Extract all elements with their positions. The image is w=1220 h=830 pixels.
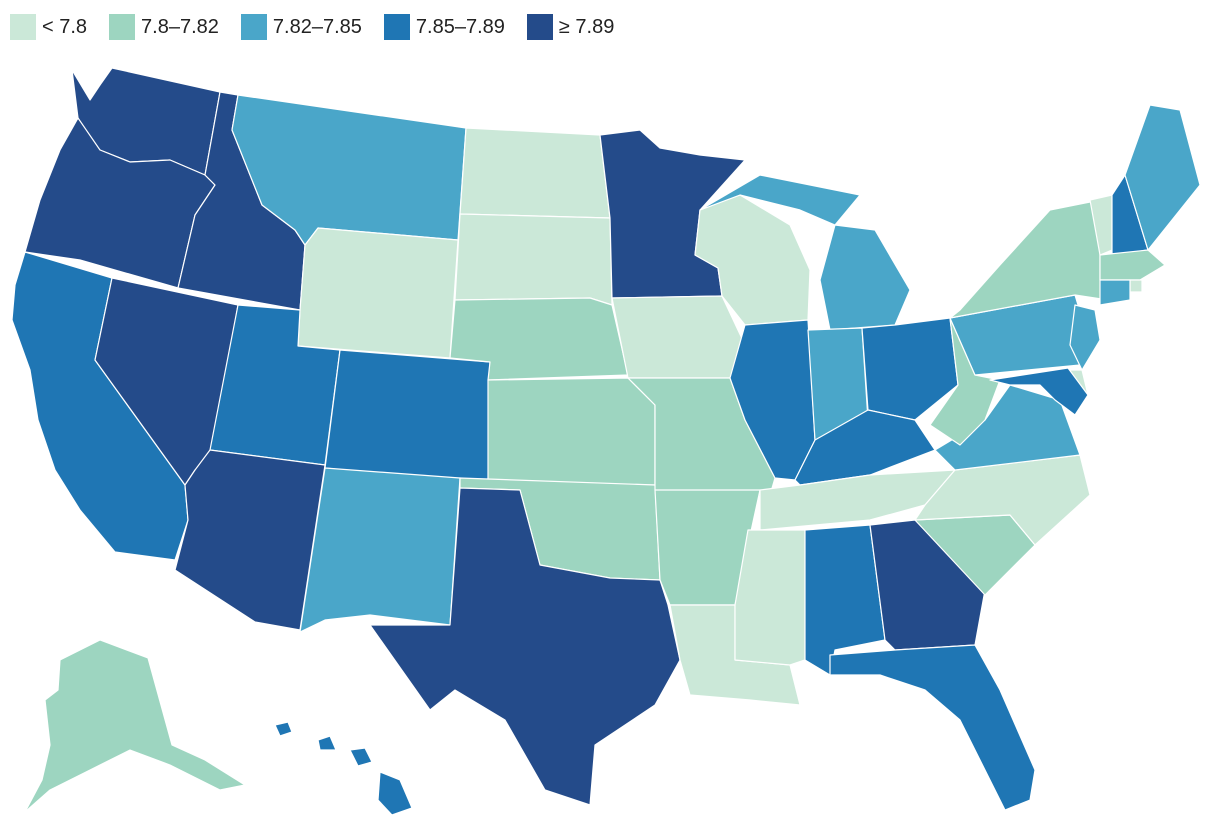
legend-swatch <box>240 14 267 40</box>
legend-swatch <box>383 14 410 40</box>
state-south-dakota[interactable] <box>454 213 613 306</box>
state-nebraska[interactable] <box>449 297 629 381</box>
state-north-dakota[interactable] <box>459 127 611 219</box>
state-alaska[interactable] <box>24 639 246 813</box>
state-mississippi[interactable] <box>734 529 806 666</box>
legend-item-gte-7-89: ≥ 7.89 <box>526 14 615 40</box>
legend-item-lt-7-8: < 7.8 <box>10 14 87 40</box>
legend-label: 7.8–7.82 <box>141 15 219 38</box>
legend-item-7-8-to-7-82: 7.8–7.82 <box>109 14 219 40</box>
legend-item-7-85-to-7-89: 7.85–7.89 <box>383 14 505 40</box>
legend-item-7-82-to-7-85: 7.82–7.85 <box>240 14 362 40</box>
legend-swatch <box>10 14 36 40</box>
legend-label: 7.85–7.89 <box>415 15 505 38</box>
legend-swatch <box>526 14 553 40</box>
state-rhode-island[interactable] <box>1129 279 1143 293</box>
legend-label: 7.82–7.85 <box>272 15 362 38</box>
state-kansas[interactable] <box>487 377 656 486</box>
state-west-virginia[interactable] <box>929 317 1001 446</box>
legend-label: < 7.8 <box>42 15 88 38</box>
state-wyoming[interactable] <box>297 227 459 359</box>
state-florida[interactable] <box>829 644 1036 811</box>
legend-label: ≥ 7.89 <box>558 15 615 38</box>
state-massachusetts[interactable] <box>1099 249 1166 281</box>
state-texas[interactable] <box>369 487 681 806</box>
map-legend: < 7.8 7.8–7.82 7.82–7.85 7.85–7.89 ≥ 7.8… <box>10 14 636 40</box>
state-iowa[interactable] <box>611 295 746 379</box>
state-hawaii[interactable] <box>274 721 413 816</box>
state-arizona[interactable] <box>174 449 326 631</box>
state-new-mexico[interactable] <box>299 467 461 633</box>
legend-swatch <box>109 14 136 40</box>
state-colorado[interactable] <box>324 349 491 486</box>
state-new-york[interactable] <box>949 199 1109 319</box>
state-connecticut[interactable] <box>1099 279 1131 306</box>
state-new-jersey[interactable] <box>1069 304 1101 371</box>
state-maryland[interactable] <box>989 367 1089 416</box>
